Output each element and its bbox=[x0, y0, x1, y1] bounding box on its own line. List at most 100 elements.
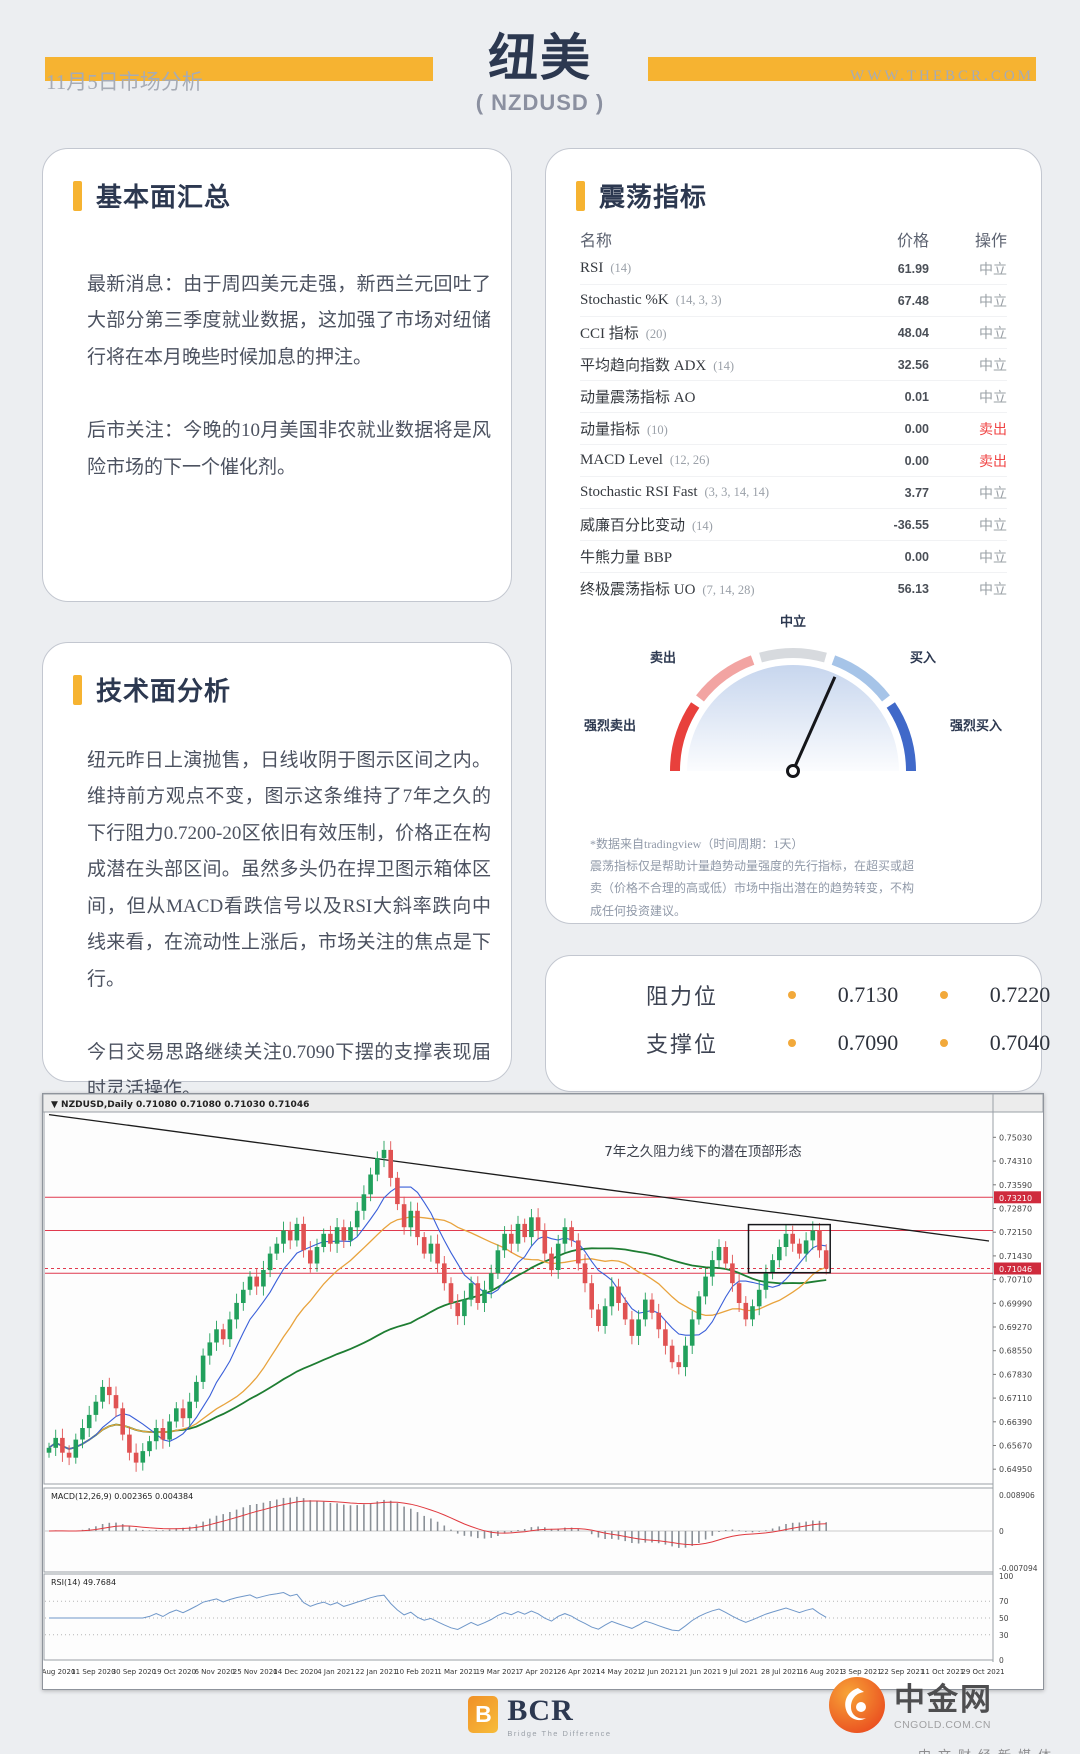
support-row: 支撑位 0.7090 0.7040 bbox=[646, 1026, 1068, 1060]
svg-text:RSI(14) 49.7684: RSI(14) 49.7684 bbox=[51, 1578, 116, 1587]
svg-text:0.73590: 0.73590 bbox=[999, 1181, 1032, 1190]
footnote-source: *数据来自tradingview（时间周期：1天） bbox=[590, 837, 804, 851]
indicator-value: 0.00 bbox=[904, 421, 929, 436]
cngold-domain: CNGOLD.COM.CN bbox=[894, 1719, 991, 1731]
cngold-tagline: 中文财经新媒体 bbox=[828, 1745, 1058, 1754]
svg-text:0.68550: 0.68550 bbox=[999, 1347, 1032, 1356]
svg-text:0.70710: 0.70710 bbox=[999, 1276, 1032, 1285]
price-chart: ▼ NZDUSD,Daily 0.71080 0.71080 0.71030 0… bbox=[42, 1093, 1044, 1690]
sentiment-gauge: 中立 卖出 买入 强烈卖出 强烈买入 bbox=[584, 611, 1002, 811]
svg-text:21 Jun 2021: 21 Jun 2021 bbox=[679, 1668, 721, 1676]
footnote-disclaimer: 震荡指标仅是帮助计量趋势动量强度的先行指标，在超买或超卖（价格不合理的高或低）市… bbox=[590, 859, 915, 918]
page-title: 纽美 bbox=[488, 30, 592, 86]
indicator-value: 32.56 bbox=[897, 357, 929, 372]
svg-text:0.69990: 0.69990 bbox=[999, 1299, 1032, 1308]
svg-text:▼ NZDUSD,Daily 0.71080 0.7108: ▼ NZDUSD,Daily 0.71080 0.71080 0.71030 0… bbox=[51, 1100, 309, 1110]
support-value-2: 0.7040 bbox=[989, 1030, 1051, 1055]
svg-text:50: 50 bbox=[999, 1614, 1009, 1623]
header-accent-bar-right bbox=[648, 57, 1036, 81]
indicator-row: 动量指标 (10) 0.00 卖出 bbox=[580, 413, 1007, 445]
col-action: 操作 bbox=[974, 233, 1007, 250]
bcr-logo: B BCR Bridge The Difference bbox=[0, 1696, 1080, 1738]
resistance-value-1: 0.7130 bbox=[837, 982, 899, 1007]
svg-text:30 Sep 2020: 30 Sep 2020 bbox=[112, 1668, 156, 1676]
oscillator-panel-title: 震荡指标 bbox=[576, 177, 707, 214]
gauge-label-neutral: 中立 bbox=[779, 614, 807, 629]
resistance-value-2: 0.7220 bbox=[989, 982, 1051, 1007]
gauge-label-strong-buy: 强烈买入 bbox=[949, 718, 1002, 733]
svg-text:10 Feb 2021: 10 Feb 2021 bbox=[395, 1668, 439, 1676]
title-accent-bar bbox=[576, 180, 585, 211]
indicator-row: MACD Level (12, 26) 0.00 卖出 bbox=[580, 445, 1007, 477]
svg-text:0.71046: 0.71046 bbox=[999, 1265, 1032, 1274]
svg-text:0.65670: 0.65670 bbox=[999, 1442, 1032, 1451]
svg-text:6 Nov 2020: 6 Nov 2020 bbox=[195, 1668, 235, 1676]
svg-text:19 Mar 2021: 19 Mar 2021 bbox=[476, 1668, 520, 1676]
technical-paragraph-1: 纽元昨日上演抛售，日线收阴于图示区间之内。维持前方观点不变，图示这条维持了7年之… bbox=[87, 750, 491, 990]
indicator-action: 中立 bbox=[979, 262, 1007, 278]
cngold-name: 中金网 bbox=[894, 1682, 993, 1717]
gauge-dial-icon bbox=[633, 625, 953, 790]
svg-text:0.64950: 0.64950 bbox=[999, 1465, 1032, 1474]
indicator-row: Stochastic %K (14, 3, 3) 67.48 中立 bbox=[580, 285, 1007, 317]
svg-text:26 Apr 2021: 26 Apr 2021 bbox=[557, 1668, 600, 1676]
svg-text:100: 100 bbox=[999, 1572, 1014, 1581]
bullet-dot bbox=[940, 991, 948, 999]
svg-text:0.74310: 0.74310 bbox=[999, 1157, 1032, 1166]
svg-text:0.72870: 0.72870 bbox=[999, 1205, 1032, 1214]
indicator-table-rows: RSI (14) 61.99 中立 Stochastic %K (14, 3, 3) 67.… bbox=[580, 253, 1007, 604]
indicator-value: 56.13 bbox=[897, 581, 929, 596]
indicator-action: 中立 bbox=[979, 550, 1007, 566]
svg-text:28 Jul 2021: 28 Jul 2021 bbox=[761, 1668, 801, 1676]
svg-text:19 Oct 2020: 19 Oct 2020 bbox=[153, 1668, 196, 1676]
svg-text:22 Sep 2021: 22 Sep 2021 bbox=[880, 1668, 924, 1676]
svg-text:MACD(12,26,9) 0.002365 0.00438: MACD(12,26,9) 0.002365 0.004384 bbox=[51, 1492, 193, 1501]
website-url: WWW.THEBCR.COM bbox=[850, 68, 1034, 84]
col-name: 名称 bbox=[580, 233, 613, 250]
bullet-dot bbox=[788, 991, 796, 999]
svg-text:0.008906: 0.008906 bbox=[999, 1491, 1035, 1500]
svg-text:0.73210: 0.73210 bbox=[999, 1194, 1032, 1203]
gauge-label-buy: 买入 bbox=[909, 650, 936, 665]
svg-text:14 Dec 2020: 14 Dec 2020 bbox=[273, 1668, 318, 1676]
svg-text:0.67830: 0.67830 bbox=[999, 1370, 1032, 1379]
technical-text: 纽元昨日上演抛售，日线收阴于图示区间之内。维持前方观点不变，图示这条维持了7年之… bbox=[87, 743, 491, 1145]
resistance-row: 阻力位 0.7130 0.7220 bbox=[646, 978, 1068, 1012]
indicator-row: CCI 指标 (20) 48.04 中立 bbox=[580, 317, 1007, 349]
support-label: 支撑位 bbox=[646, 1032, 719, 1057]
cngold-flame-icon bbox=[828, 1676, 886, 1739]
svg-text:25 Nov 2020: 25 Nov 2020 bbox=[233, 1668, 278, 1676]
svg-text:0.72150: 0.72150 bbox=[999, 1228, 1032, 1237]
col-price: 价格 bbox=[896, 233, 929, 250]
indicator-row: 动量震荡指标 AO 0.01 中立 bbox=[580, 381, 1007, 413]
cngold-logo: 中金网 CNGOLD.COM.CN 中文财经新媒体 bbox=[828, 1676, 1058, 1754]
levels-panel: 阻力位 0.7130 0.7220 支撑位 0.7090 0.7040 bbox=[545, 955, 1050, 1092]
svg-text:30: 30 bbox=[999, 1631, 1009, 1640]
indicator-action: 中立 bbox=[979, 582, 1007, 598]
gauge-label-strong-sell: 强烈卖出 bbox=[584, 718, 637, 733]
indicator-action: 中立 bbox=[979, 518, 1007, 534]
indicator-table-header: 名称 价格 操作 bbox=[580, 227, 1007, 251]
indicator-row: RSI (14) 61.99 中立 bbox=[580, 253, 1007, 285]
indicator-row: 威廉百分比变动 (14) -36.55 中立 bbox=[580, 509, 1007, 541]
svg-text:22 Jan 2021: 22 Jan 2021 bbox=[356, 1668, 398, 1676]
indicator-row: 终极震荡指标 UO (7, 14, 28) 56.13 中立 bbox=[580, 573, 1007, 604]
support-value-1: 0.7090 bbox=[837, 1030, 899, 1055]
symbol-subtitle: ( NZDUSD ) bbox=[475, 90, 605, 115]
svg-text:0.69270: 0.69270 bbox=[999, 1323, 1032, 1332]
svg-text:70: 70 bbox=[999, 1597, 1009, 1606]
bcr-logo-icon: B bbox=[468, 1696, 499, 1733]
svg-text:4 Jan 2021: 4 Jan 2021 bbox=[317, 1668, 355, 1676]
bullet-dot bbox=[940, 1039, 948, 1047]
fundamental-paragraph-2: 后市关注：今晚的10月美国非农就业数据将是风险市场的下一个催化剂。 bbox=[87, 420, 491, 478]
indicator-value: 48.04 bbox=[897, 325, 929, 340]
svg-text:0.67110: 0.67110 bbox=[999, 1394, 1032, 1403]
resistance-label: 阻力位 bbox=[646, 984, 719, 1009]
indicator-value: 3.77 bbox=[904, 485, 929, 500]
svg-text:7年之久阻力线下的潜在顶部形态: 7年之久阻力线下的潜在顶部形态 bbox=[604, 1144, 802, 1160]
indicator-row: Stochastic RSI Fast (3, 3, 14, 14) 3.77 中立 bbox=[580, 477, 1007, 509]
svg-text:0.66390: 0.66390 bbox=[999, 1418, 1032, 1427]
indicator-value: 0.00 bbox=[904, 453, 929, 468]
svg-text:16 Aug 2021: 16 Aug 2021 bbox=[799, 1668, 844, 1676]
